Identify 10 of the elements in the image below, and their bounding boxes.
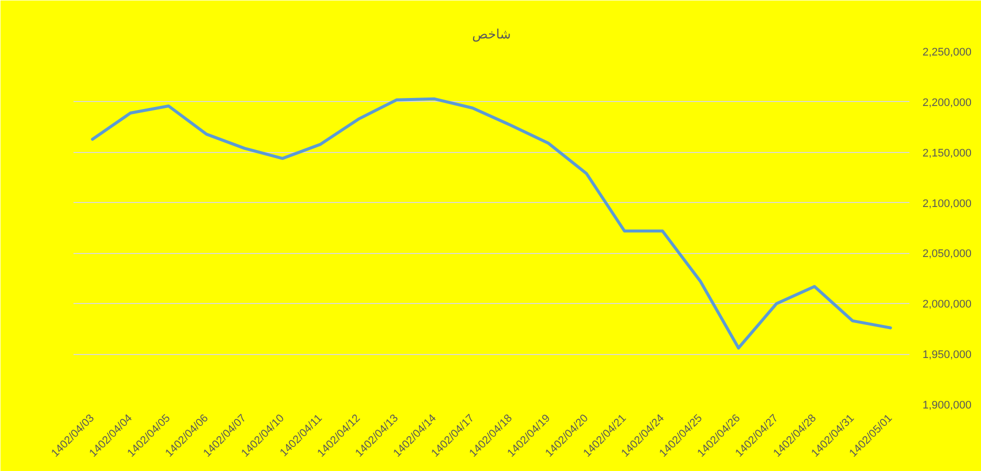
y-tick-label: 2,000,000: [922, 298, 972, 311]
y-tick-label: 2,050,000: [922, 248, 972, 260]
line-series: [91, 97, 892, 350]
y-tick-label: 2,100,000: [922, 198, 972, 210]
chart-title: شاخص: [472, 28, 511, 42]
y-tick-label: 1,900,000: [922, 400, 972, 412]
y-tick-label: 2,150,000: [922, 147, 972, 160]
y-tick-label: 2,250,000: [922, 46, 972, 58]
y-tick-label: 2,200,000: [922, 96, 972, 109]
y-tick-label: 1,950,000: [922, 349, 972, 362]
